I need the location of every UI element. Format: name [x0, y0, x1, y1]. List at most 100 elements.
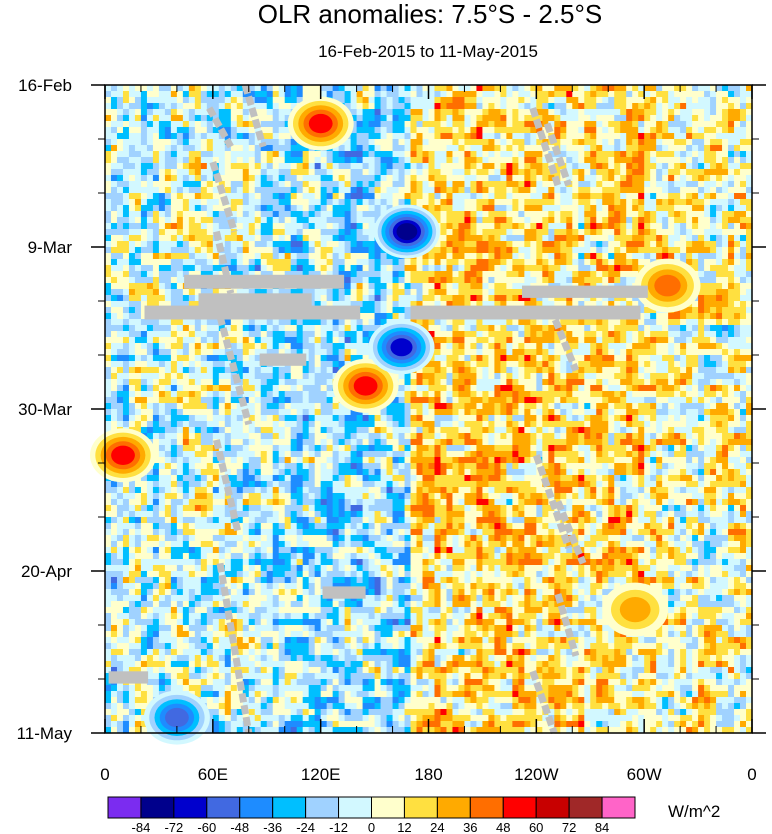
heatmap-cell	[530, 85, 537, 92]
heatmap-cell	[260, 289, 268, 296]
heatmap-cell	[554, 301, 561, 308]
heatmap-cell	[110, 289, 118, 296]
heatmap-cell	[122, 361, 130, 368]
heatmap-cell	[386, 151, 394, 158]
heatmap-cell	[512, 91, 519, 98]
heatmap-cell	[542, 241, 549, 248]
heatmap-cell	[452, 289, 460, 296]
heatmap-cell	[704, 289, 711, 296]
heatmap-cell	[116, 127, 124, 134]
heatmap-cell	[248, 181, 256, 188]
heatmap-cell	[158, 361, 166, 368]
heatmap-cell	[458, 151, 466, 158]
heatmap-cell	[476, 355, 484, 362]
heatmap-cell	[746, 97, 753, 104]
heatmap-cell	[182, 223, 190, 230]
heatmap-cell	[710, 91, 717, 98]
heatmap-cell	[458, 145, 466, 152]
heatmap-cell	[518, 103, 525, 110]
heatmap-cell	[392, 199, 400, 206]
heatmap-cell	[182, 91, 190, 98]
heatmap-cell	[542, 187, 549, 194]
heatmap-cell	[716, 205, 723, 212]
heatmap-cell	[356, 355, 364, 362]
heatmap-cell	[122, 307, 130, 314]
heatmap-cell	[350, 337, 358, 344]
heatmap-cell	[110, 331, 118, 338]
heatmap-cell	[722, 331, 729, 338]
heatmap-cell	[722, 349, 729, 356]
heatmap-cell	[440, 289, 448, 296]
heatmap-cell	[674, 145, 681, 152]
heatmap-cell	[578, 187, 585, 194]
heatmap-cell	[296, 145, 304, 152]
heatmap-cell	[572, 133, 579, 140]
heatmap-cell	[242, 145, 250, 152]
heatmap-cell	[602, 133, 609, 140]
heatmap-cell	[686, 325, 693, 332]
heatmap-cell	[596, 295, 603, 302]
heatmap-cell	[116, 235, 124, 242]
heatmap-cell	[644, 85, 651, 92]
heatmap-cell	[524, 295, 531, 302]
heatmap-cell	[512, 331, 519, 338]
heatmap-cell	[140, 331, 148, 338]
heatmap-cell	[512, 259, 519, 266]
heatmap-cell	[188, 127, 196, 134]
heatmap-cell	[650, 253, 657, 260]
heatmap-cell	[566, 295, 573, 302]
heatmap-cell	[338, 85, 346, 92]
heatmap-cell	[542, 355, 549, 362]
heatmap-cell	[524, 301, 531, 308]
heatmap-cell	[398, 277, 406, 284]
heatmap-cell	[344, 103, 352, 110]
heatmap-cell	[542, 103, 549, 110]
heatmap-cell	[644, 241, 651, 248]
heatmap-cell	[644, 193, 651, 200]
heatmap-cell	[260, 103, 268, 110]
heatmap-cell	[662, 313, 669, 320]
heatmap-cell	[105, 223, 112, 230]
heatmap-cell	[458, 169, 466, 176]
heatmap-cell	[398, 265, 406, 272]
heatmap-cell	[302, 163, 310, 170]
heatmap-cell	[236, 337, 244, 344]
heatmap-cell	[182, 235, 190, 242]
heatmap-cell	[194, 295, 202, 302]
heatmap-cell	[105, 145, 112, 152]
heatmap-cell	[578, 133, 585, 140]
heatmap-cell	[105, 187, 112, 194]
heatmap-cell	[398, 187, 406, 194]
heatmap-cell	[524, 157, 531, 164]
heatmap-cell	[452, 259, 460, 266]
heatmap-cell	[554, 169, 561, 176]
heatmap-cell	[350, 127, 358, 134]
heatmap-cell	[116, 187, 124, 194]
heatmap-cell	[722, 109, 729, 116]
heatmap-cell	[290, 319, 298, 326]
heatmap-cell	[512, 157, 519, 164]
heatmap-cell	[386, 85, 394, 92]
heatmap-cell	[494, 265, 501, 272]
heatmap-cell	[638, 145, 645, 152]
heatmap-cell	[572, 211, 579, 218]
heatmap-cell	[110, 271, 118, 278]
heatmap-cell	[512, 295, 519, 302]
heatmap-cell	[608, 151, 615, 158]
heatmap-cell	[734, 229, 741, 236]
heatmap-cell	[362, 289, 370, 296]
heatmap-cell	[380, 283, 388, 290]
heatmap-cell	[746, 355, 753, 362]
heatmap-cell	[158, 247, 166, 254]
heatmap-cell	[548, 97, 555, 104]
heatmap-cell	[176, 355, 184, 362]
heatmap-cell	[404, 85, 412, 92]
heatmap-cell	[716, 169, 723, 176]
heatmap-cell	[140, 145, 148, 152]
heatmap-cell	[224, 241, 232, 248]
heatmap-cell	[458, 301, 466, 308]
heatmap-cell	[380, 115, 388, 122]
heatmap-cell	[512, 235, 519, 242]
heatmap-cell	[350, 145, 358, 152]
